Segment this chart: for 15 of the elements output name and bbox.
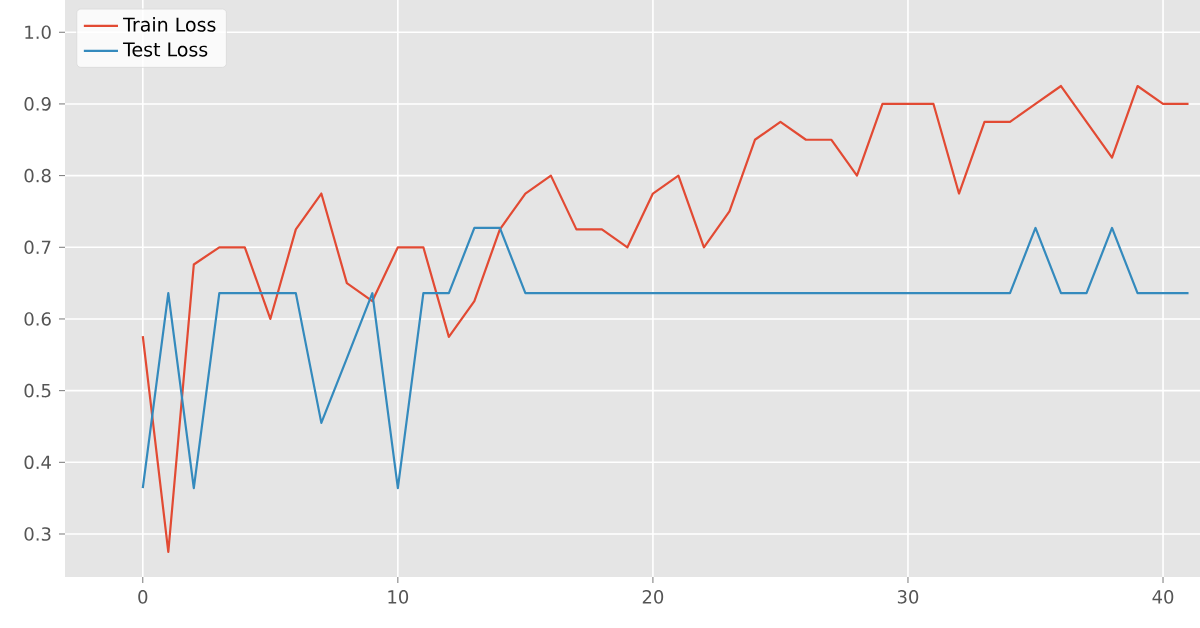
legend-label: Train Loss (123, 17, 216, 32)
x-tick-label: 20 (642, 590, 664, 604)
legend-label: Test Loss (123, 42, 208, 57)
y-tick-label: 0.3 (24, 527, 51, 541)
y-tick-label: 0.4 (24, 455, 51, 470)
y-tick-label: 0.6 (24, 312, 51, 326)
y-tick-label: 0.7 (24, 240, 51, 255)
x-tick-label: 40 (1152, 590, 1174, 604)
x-tick-label: 10 (388, 590, 409, 604)
x-tick-label: 0 (138, 590, 148, 604)
y-tick-label: 0.8 (24, 168, 51, 183)
y-tick-label: 0.9 (24, 97, 51, 111)
x-tick-label: 30 (897, 590, 919, 604)
y-tick-label: 1.0 (25, 25, 51, 40)
y-tick-label: 0.5 (24, 383, 51, 398)
